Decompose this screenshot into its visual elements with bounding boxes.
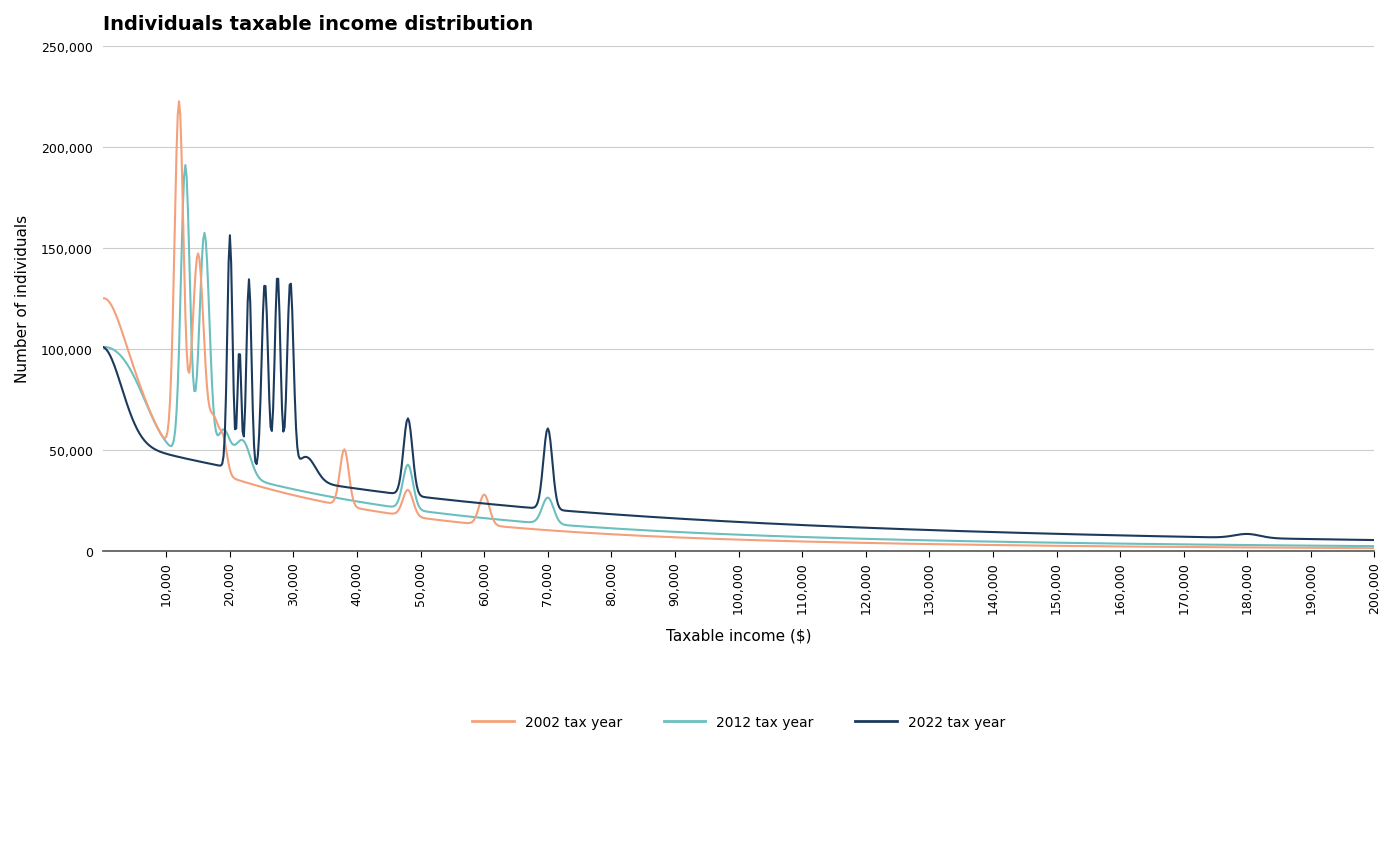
Line: 2002 tax year: 2002 tax year — [103, 102, 1375, 549]
2002 tax year — [1134, 542, 1150, 552]
2002 tax year — [1367, 544, 1383, 554]
2022 tax year — [1367, 535, 1383, 545]
2012 tax year — [177, 160, 194, 170]
2022 tax year — [1305, 534, 1322, 544]
Text: Individuals taxable income distribution: Individuals taxable income distribution — [103, 15, 533, 34]
2002 tax year — [353, 505, 370, 515]
2022 tax year — [1086, 530, 1103, 540]
2002 tax year — [1305, 544, 1322, 554]
2022 tax year — [172, 452, 188, 463]
2002 tax year — [1086, 542, 1103, 552]
2002 tax year — [1220, 543, 1237, 553]
Y-axis label: Number of individuals: Number of individuals — [15, 215, 29, 383]
2002 tax year — [95, 294, 112, 304]
Legend: 2002 tax year, 2012 tax year, 2022 tax year: 2002 tax year, 2012 tax year, 2022 tax y… — [466, 710, 1011, 735]
2012 tax year — [1367, 541, 1383, 551]
2002 tax year — [170, 97, 187, 107]
Line: 2012 tax year: 2012 tax year — [103, 165, 1375, 546]
2012 tax year — [1305, 541, 1322, 551]
Line: 2022 tax year: 2022 tax year — [103, 236, 1375, 540]
2022 tax year — [95, 343, 112, 353]
2022 tax year — [222, 231, 239, 241]
2012 tax year — [95, 343, 112, 353]
X-axis label: Taxable income ($): Taxable income ($) — [666, 627, 811, 642]
2012 tax year — [1220, 540, 1237, 550]
2002 tax year — [173, 149, 190, 160]
2012 tax year — [1086, 538, 1103, 549]
2012 tax year — [172, 299, 188, 309]
2022 tax year — [353, 484, 370, 495]
2012 tax year — [1134, 539, 1150, 549]
2012 tax year — [353, 498, 370, 508]
2022 tax year — [1220, 532, 1237, 542]
2022 tax year — [1134, 531, 1150, 541]
